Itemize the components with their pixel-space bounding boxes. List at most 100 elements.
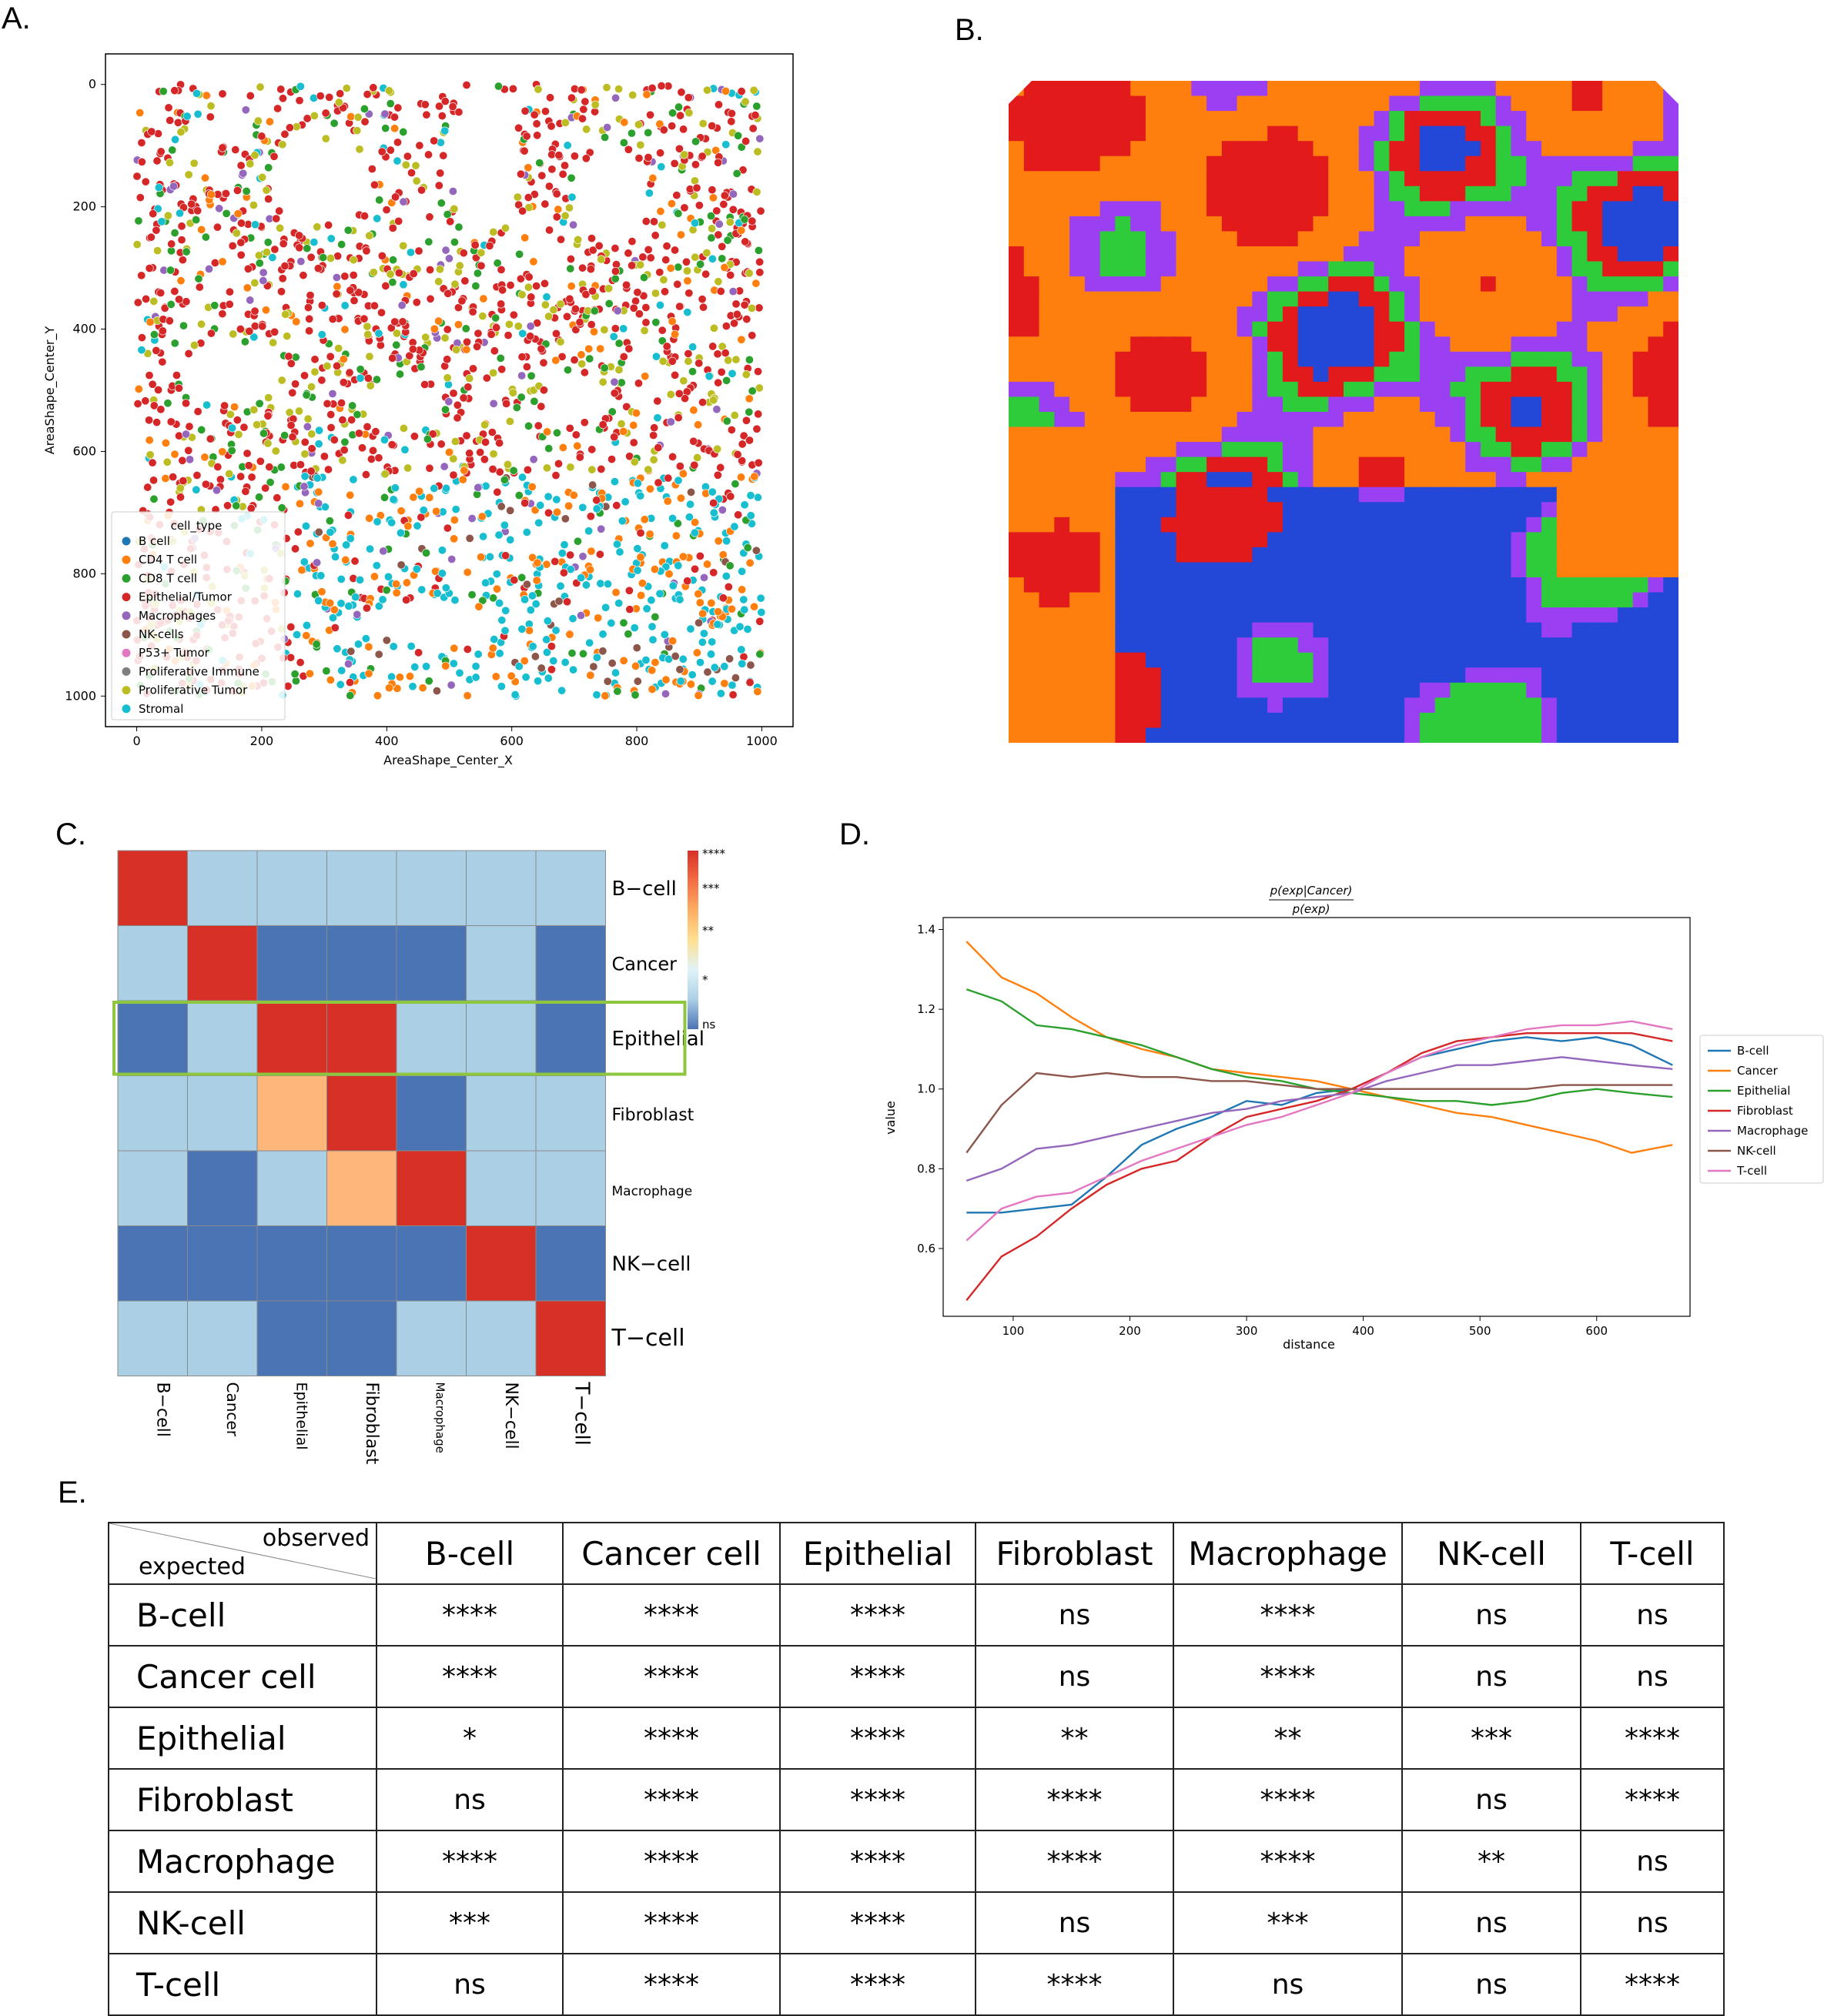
map-region: [1617, 186, 1634, 202]
scatter-point: [579, 105, 588, 114]
map-region: [1434, 306, 1451, 323]
row-label: NK−cell: [612, 1252, 691, 1275]
map-region: [1313, 291, 1329, 307]
heatmap-cell: [466, 1150, 537, 1226]
map-region: [1267, 95, 1283, 112]
map-region: [1541, 141, 1558, 157]
map-region: [1237, 155, 1253, 172]
map-region: [1602, 456, 1618, 473]
map-region: [1617, 562, 1634, 578]
map-region: [1602, 261, 1618, 277]
scatter-point: [283, 332, 292, 341]
map-region: [1099, 201, 1116, 217]
map-region: [1663, 412, 1678, 428]
scatter-point: [514, 491, 524, 500]
map-region: [1358, 637, 1375, 654]
scatter-point: [698, 637, 707, 647]
legend-marker: [122, 593, 131, 602]
map-region: [1358, 486, 1375, 503]
map-region: [1556, 321, 1573, 337]
map-region: [1054, 246, 1070, 262]
scatter-point: [578, 263, 587, 272]
map-region: [1480, 261, 1497, 277]
map-region: [1039, 532, 1055, 548]
scatter-point: [586, 565, 595, 574]
map-region: [1511, 697, 1527, 714]
map-region: [1328, 697, 1344, 714]
scatter-point: [694, 201, 704, 210]
scatter-point: [449, 454, 458, 463]
scatter-point: [517, 624, 527, 634]
scatter-point: [166, 497, 176, 507]
map-region: [1663, 697, 1678, 714]
map-region: [1404, 141, 1421, 157]
scatter-point: [154, 183, 163, 192]
map-region: [1465, 592, 1481, 608]
significance-cell: ****: [1580, 1768, 1725, 1831]
map-region: [1099, 577, 1116, 593]
scatter-point: [529, 257, 538, 266]
map-region: [1465, 412, 1481, 428]
scatter-point: [530, 396, 539, 406]
scatter-point: [330, 435, 339, 444]
map-region: [1480, 517, 1497, 533]
scatter-point: [556, 299, 565, 309]
map-region: [1207, 95, 1223, 112]
heatmap-cell: [535, 1300, 606, 1376]
map-region: [1374, 442, 1390, 458]
map-region: [1434, 532, 1451, 548]
map-region: [1374, 95, 1390, 112]
map-region: [1084, 95, 1101, 112]
map-region: [1404, 201, 1421, 217]
scatter-point: [206, 112, 215, 122]
scatter-point: [731, 480, 740, 489]
scatter-point: [542, 293, 551, 302]
scatter-point: [690, 176, 699, 186]
map-region: [1571, 216, 1588, 232]
scatter-point: [285, 123, 294, 132]
scatter-point: [624, 344, 634, 353]
map-region: [1419, 727, 1436, 743]
map-region: [1207, 547, 1223, 563]
map-region: [1099, 486, 1116, 503]
map-region: [1221, 216, 1238, 232]
heatmap-cell: [396, 1075, 467, 1152]
scatter-point: [636, 491, 645, 500]
map-region: [1663, 472, 1678, 488]
map-region: [1434, 426, 1451, 443]
map-region: [1358, 291, 1375, 307]
scatter-point: [612, 501, 621, 510]
map-region: [1480, 577, 1497, 593]
scatter-point: [447, 680, 456, 690]
map-region: [1419, 517, 1436, 533]
map-region: [1511, 607, 1527, 624]
map-region: [1389, 306, 1405, 323]
map-region: [1344, 426, 1360, 443]
scatter-point: [604, 284, 614, 293]
map-region: [1267, 321, 1283, 337]
map-region: [1267, 697, 1283, 714]
map-region: [1084, 486, 1101, 503]
y-tick-label: 0.8: [917, 1162, 935, 1175]
x-axis-label: distance: [1283, 1337, 1335, 1352]
map-region: [1648, 442, 1664, 458]
map-region: [1009, 351, 1025, 367]
map-region: [1602, 622, 1618, 638]
scatter-point: [689, 406, 698, 415]
map-region: [1023, 607, 1040, 624]
scatter-point: [724, 582, 733, 591]
map-region: [1039, 472, 1055, 488]
scatter-point: [615, 547, 624, 557]
map-region: [1358, 667, 1375, 684]
map-region: [1571, 201, 1588, 217]
map-region: [1587, 426, 1603, 443]
map-region: [1571, 667, 1588, 684]
scatter-point: [554, 459, 564, 468]
map-region: [1495, 637, 1512, 654]
map-region: [1358, 351, 1375, 367]
scatter-point: [648, 173, 658, 182]
legend-marker: [122, 611, 131, 620]
map-region: [1480, 321, 1497, 337]
map-region: [1130, 547, 1146, 563]
map-region: [1297, 577, 1314, 593]
